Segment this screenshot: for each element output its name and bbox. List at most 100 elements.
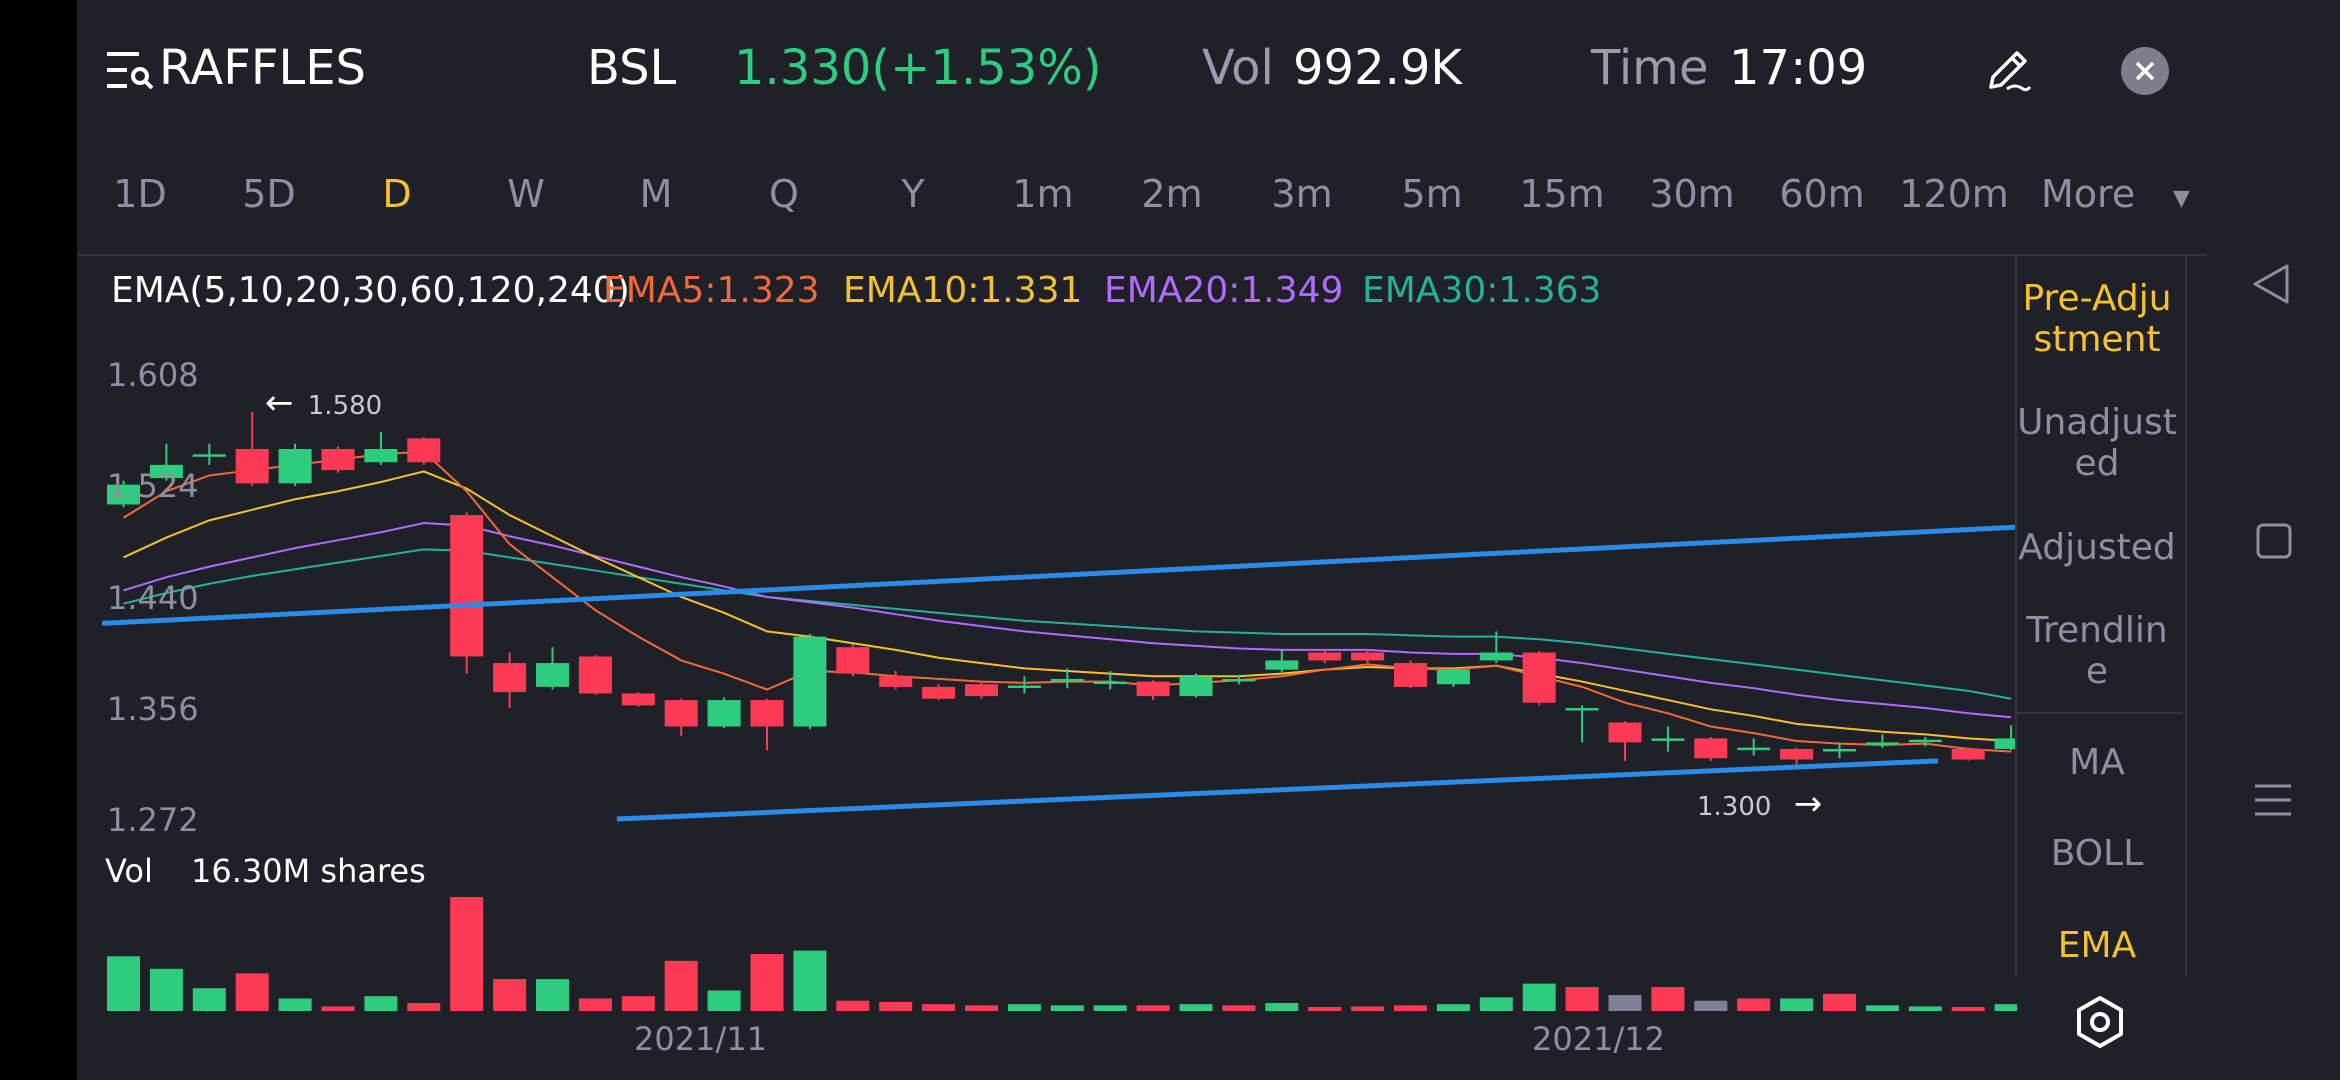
timeframe-tab-m[interactable]: M [639, 172, 673, 216]
candle-body [1565, 708, 1599, 711]
price-chart[interactable] [77, 0, 2017, 1080]
more-timeframes-button[interactable]: More ▼ [2041, 172, 2190, 216]
volume-bar [1780, 998, 1814, 1011]
candle-body [1908, 739, 1942, 743]
candle-body [707, 700, 741, 727]
candle-body [879, 676, 913, 687]
volume-bar [750, 954, 784, 1011]
market-name: RAFFLES [159, 40, 366, 96]
candle-body [1608, 722, 1642, 743]
candle-body [1308, 652, 1342, 661]
close-button[interactable] [2121, 47, 2169, 95]
timeframe-tab-1d[interactable]: 1D [113, 172, 167, 216]
candle-body [750, 700, 784, 727]
volume-bar [664, 960, 698, 1011]
volume-bar [149, 968, 183, 1011]
volume-bar [621, 996, 655, 1011]
candle-body [278, 449, 312, 484]
candle-body [1093, 681, 1127, 685]
candle-body [1865, 742, 1899, 745]
candle-body [1479, 652, 1513, 661]
timeframe-tab-120m[interactable]: 120m [1899, 172, 2009, 216]
candle-body [1522, 652, 1556, 703]
candle-body [1179, 676, 1213, 697]
settings-icon[interactable] [2074, 996, 2126, 1048]
timeframe-tab-y[interactable]: Y [901, 172, 925, 216]
stock-symbol: BSL [587, 40, 677, 96]
tabs-divider [77, 254, 2207, 256]
candle-body [1651, 738, 1685, 741]
candle-body [1222, 678, 1256, 682]
candle-body [1394, 663, 1427, 687]
volume-bar [1222, 1005, 1256, 1011]
adjusted-option[interactable]: Adjusted [2018, 527, 2176, 568]
volume-bar [1394, 1005, 1427, 1011]
ema-params-label: EMA(5,10,20,30,60,120,240) [111, 270, 630, 311]
ma-indicator-option[interactable]: MA [2069, 742, 2125, 783]
candle-body [621, 693, 655, 706]
candle-body [1951, 748, 1985, 760]
volume-bar [1179, 1004, 1213, 1011]
x-axis-label: 2021/12 [1532, 1020, 1665, 1058]
timeframe-tab-30m[interactable]: 30m [1649, 172, 1735, 216]
volume-bar [1865, 1005, 1899, 1011]
right-arrow-icon: → [1793, 784, 1823, 824]
candle-body [149, 464, 183, 479]
timeframe-tab-3m[interactable]: 3m [1271, 172, 1333, 216]
timeframe-tab-q[interactable]: Q [769, 172, 799, 216]
volume-bar [450, 897, 484, 1011]
recents-menu-icon[interactable] [2253, 780, 2293, 820]
timeframe-tab-5d[interactable]: 5D [242, 172, 296, 216]
x-axis-label: 2021/11 [634, 1020, 767, 1058]
volume-bar [493, 979, 527, 1011]
y-axis-label: 1.440 [107, 579, 199, 617]
volume-bar [1565, 987, 1599, 1011]
system-nav-bar [2207, 0, 2340, 1080]
dropdown-arrow-icon: ▼ [2173, 186, 2190, 211]
app-window: RAFFLES BSL 1.330(+1.53%) Vol 992.9K Tim… [77, 0, 2207, 1080]
unadjusted-option[interactable]: Unadjust ed [2017, 402, 2177, 484]
side-divider [2017, 712, 2183, 714]
timeframe-tab-15m[interactable]: 15m [1519, 172, 1605, 216]
candle-body [450, 515, 484, 657]
candle-body [235, 449, 269, 484]
edit-icon[interactable] [1983, 45, 2033, 95]
y-axis-label: 1.272 [107, 801, 199, 839]
trendline-option[interactable]: Trendlin e [2026, 610, 2168, 692]
ema30-value: EMA30:1.363 [1362, 270, 1602, 311]
timeframe-tab-5m[interactable]: 5m [1401, 172, 1463, 216]
volume-bar [1265, 1003, 1299, 1011]
candle-body [536, 663, 569, 687]
volume-bar [278, 998, 312, 1011]
ema-indicator-option[interactable]: EMA [2057, 925, 2137, 966]
candle-body [1737, 747, 1771, 751]
volume-bar [793, 950, 827, 1011]
low-price-annotation: 1.300 → [1697, 784, 1822, 824]
volume-bar [364, 996, 398, 1011]
candle-body [1136, 681, 1170, 697]
candle-body [1436, 669, 1470, 685]
candle-body [107, 484, 140, 505]
volume-bar [965, 1005, 998, 1011]
timeframe-tab-1m[interactable]: 1m [1012, 172, 1074, 216]
time-value: 17:09 [1729, 40, 1868, 96]
left-arrow-icon: ← [265, 383, 294, 423]
timeframe-tab-w[interactable]: W [507, 172, 545, 216]
ema5-value: EMA5:1.323 [603, 270, 820, 311]
back-icon[interactable] [2251, 262, 2291, 306]
timeframe-tab-60m[interactable]: 60m [1779, 172, 1865, 216]
candle-body [1050, 678, 1084, 682]
high-price-annotation: ← 1.580 [265, 383, 382, 423]
volume-bar [836, 1000, 870, 1011]
volume-bar [707, 990, 741, 1011]
home-icon[interactable] [2255, 522, 2293, 560]
volume-bar [1651, 987, 1685, 1011]
candle-body [1823, 748, 1856, 752]
timeframe-tab-2m[interactable]: 2m [1141, 172, 1203, 216]
timeframe-tab-d[interactable]: D [382, 172, 412, 216]
boll-indicator-option[interactable]: BOLL [2050, 833, 2144, 874]
more-label: More [2041, 172, 2136, 216]
pre-adjustment-option[interactable]: Pre-Adju stment [2022, 278, 2172, 360]
y-axis-label: 1.524 [107, 467, 199, 505]
y-axis-label: 1.356 [107, 690, 199, 728]
